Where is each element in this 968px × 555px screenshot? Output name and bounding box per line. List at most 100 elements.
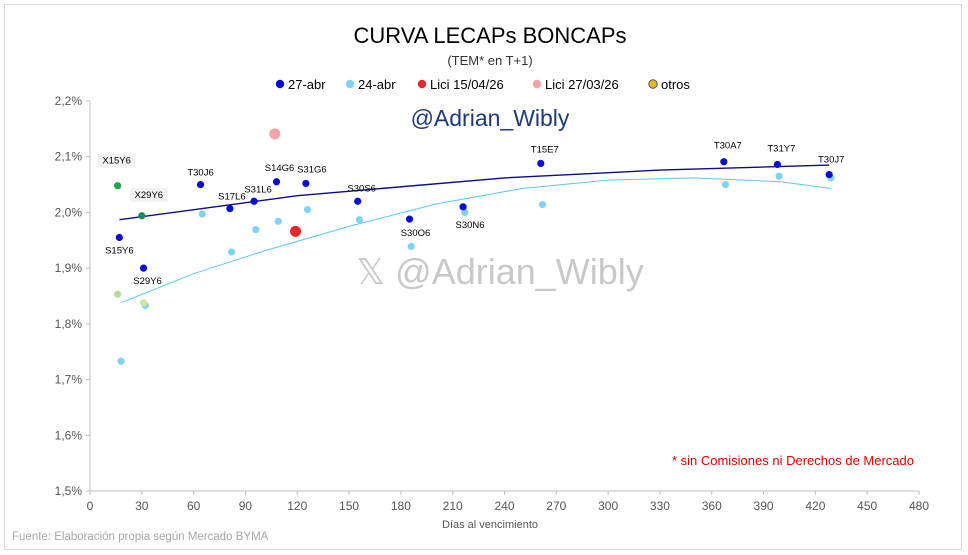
point-24-abr <box>198 210 206 218</box>
watermark-center: 𝕏 @Adrian_Wibly <box>356 251 644 292</box>
point-label: T30J7 <box>818 155 844 166</box>
y-tick-label: 1,7% <box>55 373 83 387</box>
legend: 27-abr 24-abr Lici 15/04/26 Lici 27/03/26 ot… <box>275 77 690 92</box>
point-label: X15Y6 <box>102 156 131 167</box>
point-27-abr <box>196 180 205 189</box>
trendline-24-abr <box>120 177 831 304</box>
x-tick-label: 0 <box>87 499 94 513</box>
point-label: S30O6 <box>401 228 431 239</box>
point-27-abr <box>115 233 123 242</box>
x-tick-label: 240 <box>494 499 514 513</box>
point-label: S15Y6 <box>105 246 134 257</box>
point-label: T31Y7 <box>767 144 795 155</box>
point-24-abr <box>538 201 547 209</box>
point-label: S17L6 <box>218 192 245 203</box>
label-box <box>129 187 168 202</box>
point-24-abr <box>721 180 730 189</box>
point-otros <box>138 212 146 220</box>
legend-entry: Lici 27/03/26 <box>545 77 619 92</box>
point-27-abr <box>250 197 258 205</box>
x-tick-label: 360 <box>702 499 722 513</box>
x-tick-label: 180 <box>391 499 411 513</box>
point-27-abr <box>302 179 310 188</box>
x-tick-label: 270 <box>546 499 566 513</box>
label-box <box>97 153 136 168</box>
point-27-abr <box>459 203 467 211</box>
legend-entry: otros <box>661 77 690 92</box>
point-otros <box>114 290 122 298</box>
chart-frame <box>4 4 962 550</box>
point-27-abr <box>272 178 281 186</box>
point-24-abr <box>407 242 415 251</box>
point-27-abr <box>226 204 234 213</box>
legend-swatch <box>532 79 542 89</box>
x-tick-label: 90 <box>239 499 253 513</box>
y-tick-label: 1,9% <box>55 261 83 275</box>
source-note: Fuente: Elaboración propia según Mercado… <box>12 531 269 543</box>
point-27-abr <box>537 159 545 167</box>
x-tick-label: 420 <box>805 499 825 513</box>
data-points <box>114 128 835 365</box>
point-label: S29Y6 <box>133 276 162 287</box>
y-tick-label: 2,1% <box>55 150 83 164</box>
point-label: T15E7 <box>531 144 559 155</box>
point-27-abr <box>825 170 833 179</box>
point-24-abr <box>775 172 783 180</box>
x-tick-label: 480 <box>909 499 929 513</box>
chart-subtitle: (TEM* en T+1) <box>447 53 532 68</box>
point-label: S30S6 <box>347 183 376 194</box>
y-tick-label: 1,6% <box>55 428 83 442</box>
axes: 1,5% 1,6% 1,7% 1,8% 1,9% 2,0% 2,1% 2,2% 0 30 60 90 1… <box>55 94 930 513</box>
point-label: S31L6 <box>244 184 271 195</box>
point-label: T30A7 <box>714 141 742 152</box>
point-label: S14G6 <box>265 163 295 174</box>
point-otros <box>139 299 148 307</box>
legend-swatch <box>648 79 658 89</box>
chart-title: CURVA LECAPs BONCAPs <box>353 23 626 48</box>
watermark-top: @Adrian_Wibly <box>411 105 570 131</box>
point-label: X29Y6 <box>135 190 164 201</box>
x-tick-label: 210 <box>443 499 463 513</box>
y-tick-label: 1,5% <box>55 484 83 498</box>
point-label: S31G6 <box>297 164 327 175</box>
point-label: S30N6 <box>456 220 485 231</box>
y-tick-label: 2,2% <box>55 94 83 108</box>
x-tick-label: 450 <box>857 499 877 513</box>
trend-lines <box>119 164 831 304</box>
point-24-abr <box>304 206 312 214</box>
x-tick-label: 390 <box>754 499 774 513</box>
point-24-abr <box>355 216 364 224</box>
x-tick-label: 300 <box>598 499 618 513</box>
point-lici-15-04-26 <box>290 225 302 237</box>
legend-swatch <box>417 79 427 89</box>
legend-entry: 27-abr <box>288 77 326 92</box>
point-24-abr <box>461 208 469 217</box>
x-tick-label: 120 <box>287 499 307 513</box>
legend-entry: Lici 15/04/26 <box>430 77 504 92</box>
x-tick-label: 30 <box>135 499 149 513</box>
point-27-abr <box>405 215 414 223</box>
legend-swatch <box>345 79 355 89</box>
point-24-abr <box>274 217 282 225</box>
point-27-abr <box>139 264 148 272</box>
x-tick-label: 150 <box>339 499 359 513</box>
legend-swatch <box>275 79 285 89</box>
point-24-abr <box>228 248 236 256</box>
footnote: * sin Comisiones ni Derechos de Mercado <box>672 453 914 468</box>
legend-entry: 24-abr <box>358 77 396 92</box>
point-label: T30J6 <box>187 168 213 179</box>
point-27-abr <box>720 158 728 166</box>
x-tick-label: 60 <box>187 499 201 513</box>
y-tick-label: 2,0% <box>55 205 83 219</box>
point-otros <box>114 182 122 190</box>
point-lici-27-03-26 <box>269 128 281 140</box>
x-axis-label: Días al vencimiento <box>442 519 538 531</box>
y-tick-label: 1,8% <box>55 317 83 331</box>
point-27-abr <box>773 160 781 169</box>
point-24-abr <box>117 357 125 365</box>
point-27-abr <box>354 197 362 205</box>
trendline-27-abr <box>119 164 830 221</box>
point-24-abr <box>252 226 260 234</box>
